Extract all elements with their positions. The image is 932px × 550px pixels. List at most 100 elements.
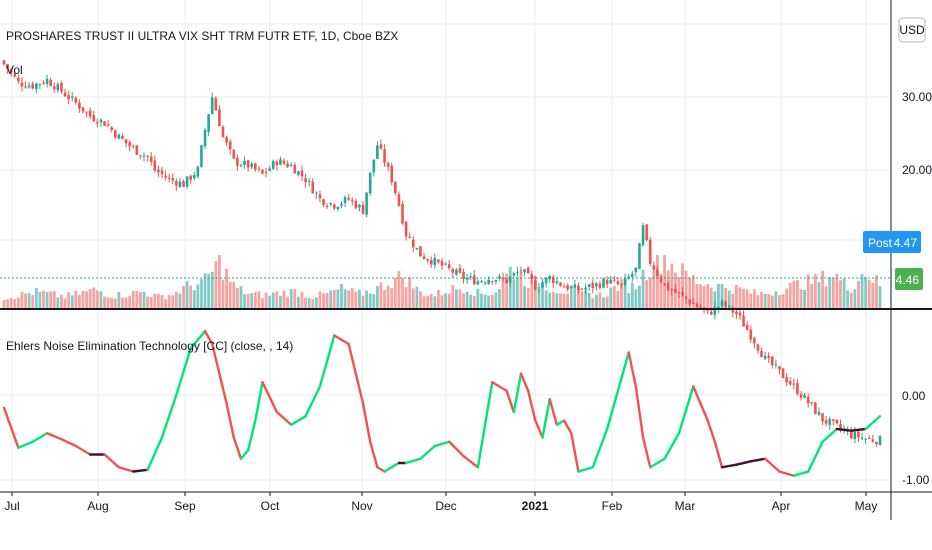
candle-body xyxy=(383,149,386,164)
indicator-segment xyxy=(562,419,573,435)
time-tick-feb: Feb xyxy=(602,499,623,513)
candle-body xyxy=(587,284,591,287)
volume-bar xyxy=(785,288,789,308)
candle-body xyxy=(537,287,541,289)
volume-bar xyxy=(508,266,512,308)
candle-body xyxy=(727,305,731,307)
indicator-segment xyxy=(45,432,63,441)
volume-bar xyxy=(271,292,275,308)
time-tick-nov: Nov xyxy=(351,499,372,513)
indicator-segment xyxy=(699,402,709,422)
indicator-segment xyxy=(577,466,594,473)
time-tick-may: May xyxy=(855,499,878,513)
volume-bar xyxy=(835,273,839,308)
indicator-segment xyxy=(806,440,824,473)
volume-bar xyxy=(778,295,781,308)
candle-body xyxy=(361,205,365,214)
indicator-segment xyxy=(31,432,49,443)
volume-bar xyxy=(88,289,92,308)
volume-bar xyxy=(214,261,218,308)
volume-bar xyxy=(515,276,519,308)
candle-body xyxy=(6,64,9,70)
candle-body xyxy=(250,163,254,168)
candle-body xyxy=(875,442,878,445)
volume-bar xyxy=(415,286,419,308)
volume-bar xyxy=(200,279,203,308)
candle-body xyxy=(200,145,203,167)
volume-bar xyxy=(871,282,875,308)
candle-body xyxy=(785,377,788,383)
volume-bar xyxy=(6,299,9,308)
candle-body xyxy=(257,168,261,170)
volume-bar xyxy=(469,294,473,308)
volume-bar xyxy=(609,287,613,308)
candle-body xyxy=(203,129,207,147)
volume-bar xyxy=(458,289,462,308)
volume-bar xyxy=(849,292,853,308)
volume-bar xyxy=(135,290,139,308)
indicator-segment xyxy=(60,438,78,448)
volume-bar xyxy=(336,289,340,308)
volume-bar xyxy=(42,290,45,308)
volume-bar xyxy=(580,291,584,308)
volume-bar xyxy=(627,292,631,308)
volume-bar xyxy=(379,282,383,308)
candle-body xyxy=(501,277,505,279)
volume-bar xyxy=(706,284,710,308)
candle-body xyxy=(534,280,537,290)
candle-body xyxy=(225,136,228,143)
time-tick-aug: Aug xyxy=(87,499,108,513)
candle-body xyxy=(157,169,160,173)
indicator-segment xyxy=(347,342,365,405)
volume-bar xyxy=(774,291,778,308)
volume-bar xyxy=(867,279,871,308)
candle-body xyxy=(526,267,530,274)
volume-bar xyxy=(688,277,692,308)
volume-bar xyxy=(124,297,128,308)
volume-bar xyxy=(304,297,307,308)
candle-body xyxy=(139,155,142,157)
volume-bar xyxy=(731,293,735,308)
volume-bar xyxy=(275,291,279,308)
volume-bar xyxy=(519,272,523,308)
candle-body xyxy=(490,281,494,283)
volume-bar xyxy=(411,288,415,308)
candle-body xyxy=(218,109,221,127)
candle-body xyxy=(419,246,422,257)
candle-body xyxy=(465,277,469,280)
volume-bar xyxy=(505,273,509,308)
candle-body xyxy=(113,130,117,138)
candle-body xyxy=(429,260,433,265)
candle-body xyxy=(487,279,490,284)
candle-body xyxy=(135,145,139,155)
volume-bar xyxy=(13,299,17,308)
volume-bar xyxy=(27,292,31,308)
volume-bar xyxy=(745,289,749,308)
candle-body xyxy=(803,394,806,398)
volume-bar xyxy=(842,278,846,308)
volume-bar xyxy=(749,293,753,308)
volume-bar xyxy=(821,270,824,308)
volume-bar xyxy=(106,297,110,308)
candle-body xyxy=(322,199,325,206)
volume-bar xyxy=(393,277,397,308)
candle-body xyxy=(498,276,501,279)
candle-body xyxy=(293,164,297,174)
volume-bar xyxy=(282,290,286,308)
indicator-segment xyxy=(505,389,516,414)
indicator-tick-neg1: -1.00 xyxy=(902,473,930,487)
indicator-segment xyxy=(17,440,34,449)
volume-bar xyxy=(117,291,121,308)
currency-button[interactable]: USD xyxy=(898,17,926,43)
candle-body xyxy=(397,194,401,206)
candle-body xyxy=(372,159,376,173)
volume-bar xyxy=(16,297,20,308)
candle-body xyxy=(106,124,110,126)
volume-bar xyxy=(752,289,756,308)
candle-body xyxy=(706,309,709,311)
candle-body xyxy=(799,393,803,398)
candle-body xyxy=(677,292,681,294)
candle-body xyxy=(824,420,828,424)
volume-bar xyxy=(612,285,616,308)
